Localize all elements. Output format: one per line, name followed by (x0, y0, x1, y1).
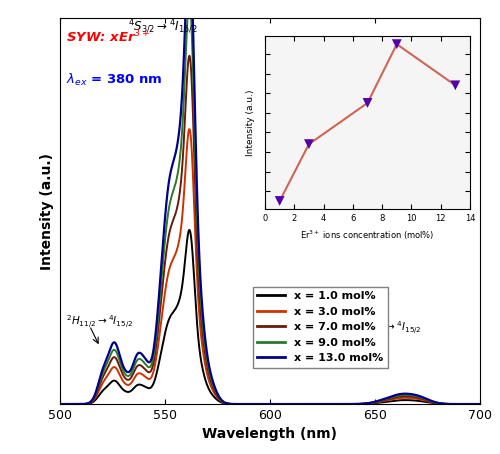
x = 7.0 mol% (130, 372, 136, 377)
x = 3.0 mol% (236, 401, 242, 407)
Point (305, 140, 313, 148)
x = 7.0 mol% (57, 401, 63, 407)
x = 7.0 mol% (424, 397, 430, 403)
X-axis label: Er$^{3+}$ ions concentration (mol%): Er$^{3+}$ ions concentration (mol%) (300, 228, 434, 242)
x = 3.0 mol% (477, 401, 483, 407)
Text: $^2H_{11/2}\rightarrow ^4I_{15/2}$: $^2H_{11/2}\rightarrow ^4I_{15/2}$ (66, 313, 134, 330)
x = 3.0 mol% (278, 401, 284, 407)
x = 1.0 mol% (186, 227, 192, 232)
Line: x = 9.0 mol%: x = 9.0 mol% (60, 1, 480, 404)
Line: x = 7.0 mol%: x = 7.0 mol% (60, 56, 480, 404)
x = 3.0 mol% (186, 126, 192, 132)
x = 9.0 mol% (278, 401, 284, 407)
x = 1.0 mol% (105, 383, 111, 388)
Point (452, 82, 460, 89)
Line: x = 13.0 mol%: x = 13.0 mol% (60, 0, 480, 404)
x = 3.0 mol% (130, 378, 136, 384)
x = 13.0 mol% (477, 401, 483, 407)
Text: $^4S_{3/2}\rightarrow ^4I_{15/2}$: $^4S_{3/2}\rightarrow ^4I_{15/2}$ (128, 18, 198, 36)
Point (393, 40, 401, 48)
x = 1.0 mol% (130, 386, 136, 392)
x = 1.0 mol% (218, 400, 224, 405)
x = 9.0 mol% (186, 0, 192, 4)
Legend: x = 1.0 mol%, x = 3.0 mol%, x = 7.0 mol%, x = 9.0 mol%, x = 13.0 mol%: x = 1.0 mol%, x = 3.0 mol%, x = 7.0 mol%… (253, 286, 388, 368)
x = 13.0 mol% (218, 397, 224, 402)
x = 9.0 mol% (236, 401, 242, 407)
x = 1.0 mol% (57, 401, 63, 407)
x = 13.0 mol% (278, 401, 284, 407)
x = 1.0 mol% (278, 401, 284, 407)
x = 3.0 mol% (57, 401, 63, 407)
x = 13.0 mol% (469, 401, 475, 407)
Y-axis label: Intensity (a.u.): Intensity (a.u.) (40, 153, 54, 270)
x = 9.0 mol% (130, 367, 136, 372)
x = 1.0 mol% (477, 401, 483, 407)
x = 7.0 mol% (105, 365, 111, 370)
x = 13.0 mol% (130, 362, 136, 368)
x = 9.0 mol% (105, 359, 111, 364)
Point (276, 197, 283, 205)
x = 7.0 mol% (477, 401, 483, 407)
x = 9.0 mol% (424, 397, 430, 402)
Line: x = 3.0 mol%: x = 3.0 mol% (60, 129, 480, 404)
x = 9.0 mol% (477, 401, 483, 407)
x = 7.0 mol% (278, 401, 284, 407)
x = 13.0 mol% (105, 353, 111, 358)
Text: $^4F_{9/2}\rightarrow ^4I_{15/2}$: $^4F_{9/2}\rightarrow ^4I_{15/2}$ (362, 319, 422, 336)
Text: SYW: xEr$^{3+}$: SYW: xEr$^{3+}$ (66, 29, 150, 45)
x = 3.0 mol% (105, 372, 111, 378)
x = 3.0 mol% (469, 401, 475, 407)
x = 9.0 mol% (218, 397, 224, 403)
x = 3.0 mol% (424, 398, 430, 404)
x = 13.0 mol% (424, 396, 430, 402)
x = 7.0 mol% (469, 401, 475, 407)
x = 7.0 mol% (218, 398, 224, 404)
Point (364, 99, 372, 107)
X-axis label: Wavelength (nm): Wavelength (nm) (202, 428, 338, 441)
x = 1.0 mol% (469, 401, 475, 407)
x = 9.0 mol% (469, 401, 475, 407)
x = 1.0 mol% (236, 401, 242, 407)
Text: $\lambda_{ex}$ = 380 nm: $\lambda_{ex}$ = 380 nm (66, 72, 163, 88)
x = 7.0 mol% (236, 401, 242, 407)
x = 3.0 mol% (218, 399, 224, 404)
Y-axis label: Intensity (a.u.): Intensity (a.u.) (246, 89, 254, 156)
x = 9.0 mol% (57, 401, 63, 407)
Line: x = 1.0 mol%: x = 1.0 mol% (60, 230, 480, 404)
x = 1.0 mol% (424, 400, 430, 405)
x = 13.0 mol% (57, 401, 63, 407)
x = 7.0 mol% (186, 53, 192, 59)
x = 13.0 mol% (236, 401, 242, 407)
